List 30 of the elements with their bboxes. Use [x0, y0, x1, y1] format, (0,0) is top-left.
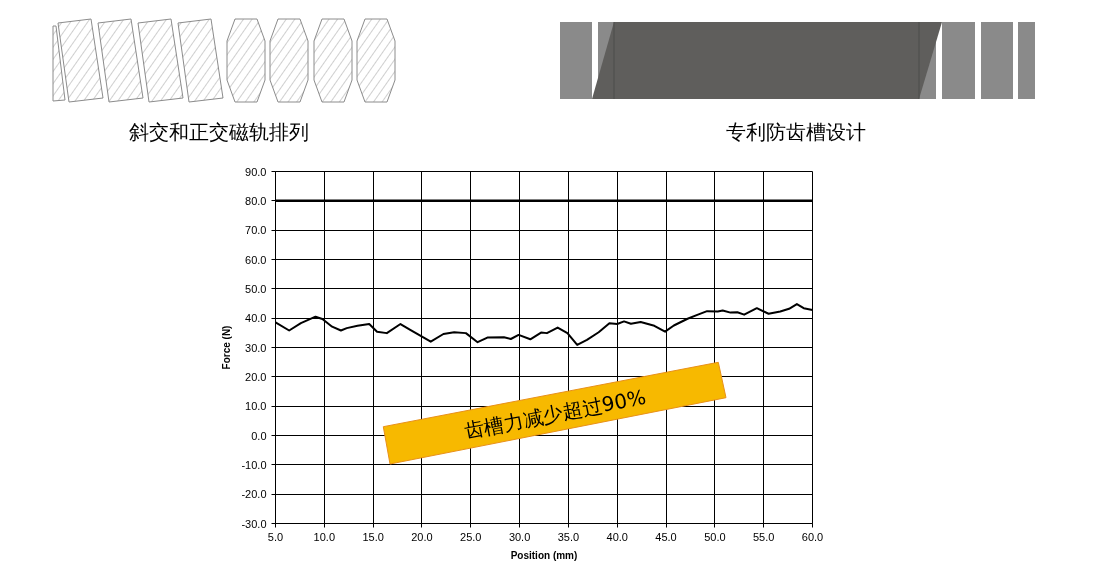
x-tick-label: 40.0: [606, 530, 628, 543]
y-tick-label: 0.0: [251, 429, 267, 442]
x-tick-label: 15.0: [362, 530, 384, 543]
y-tick-label: 30.0: [245, 341, 267, 354]
x-tick-label: 25.0: [460, 530, 482, 543]
text: 专利防齿槽设计: [726, 120, 866, 144]
y-tick-label: -10.0: [241, 458, 267, 471]
x-tick-label: 45.0: [655, 530, 677, 543]
y-tick-label: 70.0: [245, 224, 267, 237]
x-tick-label: 20.0: [411, 530, 433, 543]
y-tick-label: -20.0: [241, 488, 267, 501]
x-tick-label: 60.0: [801, 530, 824, 543]
x-tick-label: 10.0: [313, 530, 336, 543]
y-tick-label: 60.0: [245, 253, 267, 266]
y-tick-label: 40.0: [245, 312, 267, 325]
annotation: 齿槽力减少超过90%: [461, 384, 648, 443]
y-tick-label: 90.0: [245, 165, 267, 178]
y-tick-label: 50.0: [245, 282, 267, 295]
y-tick-label: 20.0: [245, 370, 267, 383]
y-tick-label: 80.0: [245, 194, 267, 207]
x-tick-label: 5.0: [267, 530, 284, 543]
y-tick-label: -30.0: [241, 517, 267, 530]
x-tick-label: 30.0: [508, 530, 531, 543]
x-axis-title: Position (mm): [510, 549, 578, 561]
x-tick-label: 35.0: [557, 530, 580, 543]
y-tick-label: 10.0: [245, 400, 267, 413]
x-tick-label: 55.0: [752, 530, 775, 543]
x-tick-label: 50.0: [704, 530, 726, 543]
text: 斜交和正交磁轨排列: [129, 120, 309, 144]
y-axis-title: Force (N): [221, 325, 233, 370]
